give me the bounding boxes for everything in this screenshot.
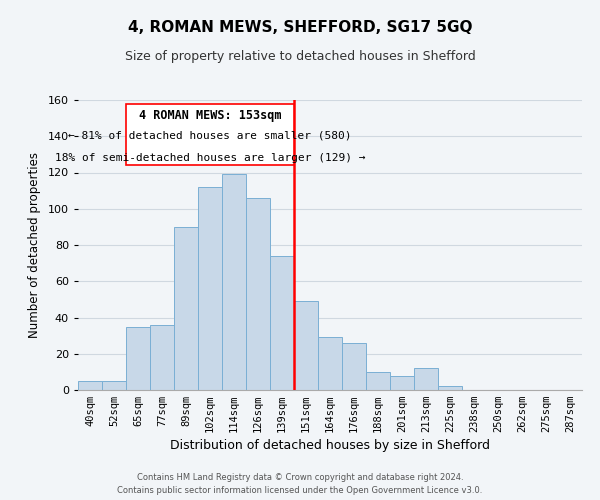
Bar — [150, 325, 174, 390]
Text: 4, ROMAN MEWS, SHEFFORD, SG17 5GQ: 4, ROMAN MEWS, SHEFFORD, SG17 5GQ — [128, 20, 472, 35]
Bar — [414, 368, 438, 390]
Bar — [270, 256, 294, 390]
Bar — [342, 343, 366, 390]
Bar — [390, 376, 414, 390]
FancyBboxPatch shape — [126, 104, 294, 165]
Bar — [174, 227, 198, 390]
Y-axis label: Number of detached properties: Number of detached properties — [28, 152, 41, 338]
Bar — [198, 187, 222, 390]
Bar — [318, 338, 342, 390]
X-axis label: Distribution of detached houses by size in Shefford: Distribution of detached houses by size … — [170, 440, 490, 452]
Text: Contains public sector information licensed under the Open Government Licence v3: Contains public sector information licen… — [118, 486, 482, 495]
Text: ← 81% of detached houses are smaller (580): ← 81% of detached houses are smaller (58… — [68, 131, 352, 141]
Text: Contains HM Land Registry data © Crown copyright and database right 2024.: Contains HM Land Registry data © Crown c… — [137, 474, 463, 482]
Bar — [294, 301, 318, 390]
Bar — [78, 381, 102, 390]
Bar — [102, 381, 126, 390]
Text: 4 ROMAN MEWS: 153sqm: 4 ROMAN MEWS: 153sqm — [139, 109, 281, 122]
Bar — [222, 174, 246, 390]
Bar — [246, 198, 270, 390]
Bar — [366, 372, 390, 390]
Text: 18% of semi-detached houses are larger (129) →: 18% of semi-detached houses are larger (… — [55, 152, 365, 162]
Bar — [438, 386, 462, 390]
Bar — [126, 326, 150, 390]
Text: Size of property relative to detached houses in Shefford: Size of property relative to detached ho… — [125, 50, 475, 63]
